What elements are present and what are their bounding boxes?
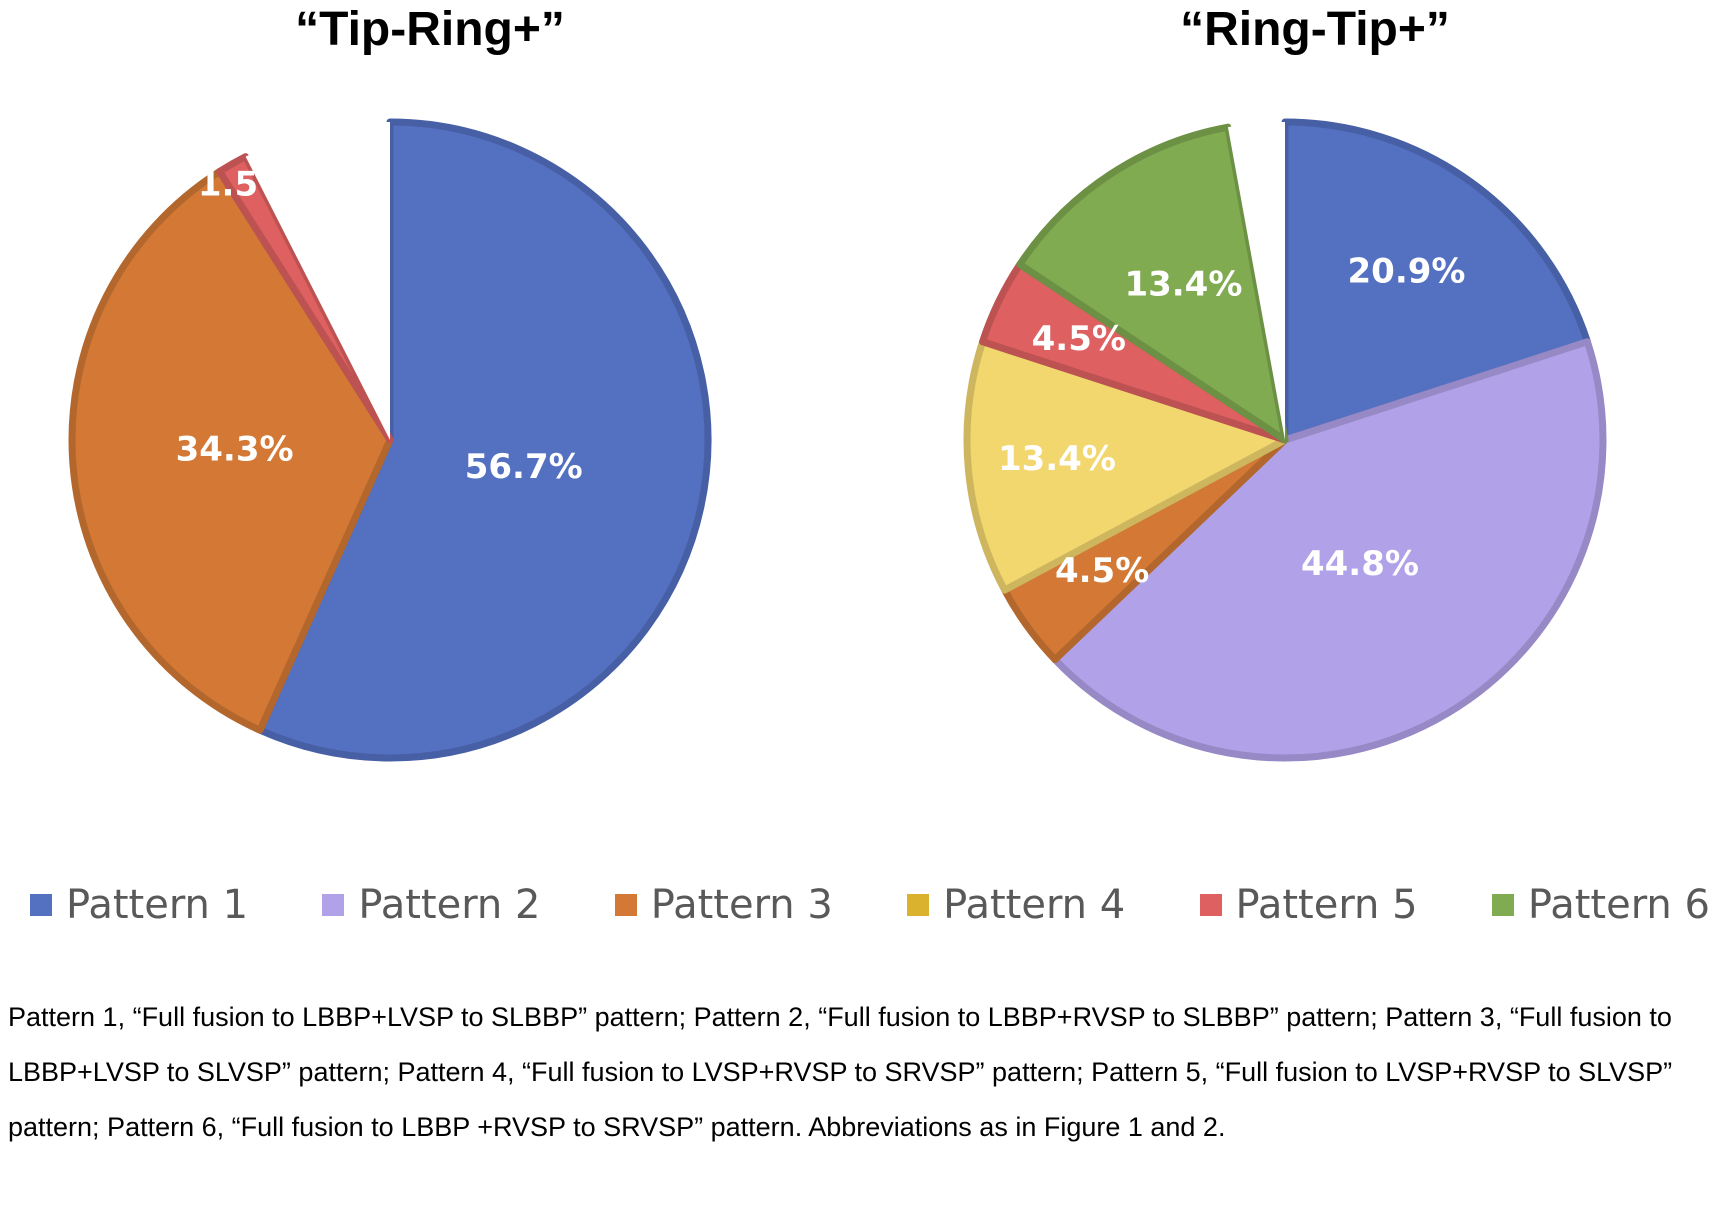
data-label-ring-tip-pattern-3: 4.5% bbox=[1055, 551, 1149, 591]
legend-swatch-pattern-1 bbox=[30, 894, 52, 916]
chart-title-tip-ring: “Tip-Ring+” bbox=[295, 3, 565, 56]
legend-label-pattern-6: Pattern 6 bbox=[1527, 882, 1710, 928]
pie-slice-ring-tip-pattern-1 bbox=[1281, 118, 1591, 444]
legend-swatch-pattern-6 bbox=[1491, 894, 1514, 916]
pie-slice-ring-tip-pattern-4 bbox=[963, 338, 1289, 594]
legend-item-pattern-4: Pattern 4 bbox=[907, 882, 1125, 928]
data-label-ring-tip-pattern-5: 4.5% bbox=[1032, 319, 1126, 359]
legend-label-pattern-3: Pattern 3 bbox=[650, 882, 833, 928]
data-label-ring-tip-pattern-6: 13.4% bbox=[1124, 265, 1242, 305]
legend-label-pattern-4: Pattern 4 bbox=[943, 882, 1126, 928]
data-label-ring-tip-pattern-1: 20.9% bbox=[1348, 251, 1466, 291]
legend-item-pattern-5: Pattern 5 bbox=[1199, 882, 1418, 928]
pie-slice-ring-tip-pattern-6 bbox=[1016, 123, 1289, 444]
data-label-ring-tip-pattern-2: 44.8% bbox=[1301, 544, 1419, 584]
pie-slice-tip-ring-pattern-3 bbox=[68, 168, 394, 734]
pie-slice-tip-ring-pattern-1 bbox=[256, 118, 712, 762]
legend-swatch-pattern-5 bbox=[1199, 894, 1222, 916]
legend-swatch-pattern-2 bbox=[322, 894, 345, 916]
pie-slice-tip-ring-unlabeled bbox=[245, 122, 390, 440]
chart-legend: Pattern 1 Pattern 2 Pattern 3 Pattern 4 … bbox=[30, 870, 1710, 940]
legend-swatch-pattern-4 bbox=[907, 894, 930, 916]
legend-label-pattern-1: Pattern 1 bbox=[66, 882, 249, 928]
data-label-tip-ring-pattern-3: 34.3% bbox=[176, 430, 294, 470]
pie-chart-tip-ring: 56.7% 34.3% 1.5% bbox=[68, 118, 712, 762]
figure-caption: Pattern 1, “Full fusion to LBBP+LVSP to … bbox=[8, 1002, 1673, 1142]
legend-label-pattern-5: Pattern 5 bbox=[1235, 882, 1418, 928]
legend-item-pattern-1: Pattern 1 bbox=[30, 882, 248, 928]
data-label-tip-ring-pattern-1: 56.7% bbox=[465, 447, 583, 487]
legend-swatch-pattern-3 bbox=[614, 894, 637, 916]
legend-label-pattern-2: Pattern 2 bbox=[358, 882, 541, 928]
legend-item-pattern-2: Pattern 2 bbox=[322, 882, 540, 928]
legend-item-pattern-6: Pattern 6 bbox=[1491, 882, 1710, 928]
pie-chart-ring-tip: 20.9% 44.8% 4.5% 13.4% 4.5% 13.4% bbox=[963, 118, 1607, 762]
data-label-ring-tip-pattern-4: 13.4% bbox=[998, 439, 1116, 479]
pie-slice-ring-tip-unlabeled bbox=[1227, 122, 1285, 440]
pie-slice-tip-ring-pattern-5 bbox=[216, 153, 394, 444]
chart-title-ring-tip: “Ring-Tip+” bbox=[1180, 3, 1450, 56]
pie-slice-ring-tip-pattern-2 bbox=[1051, 338, 1607, 762]
legend-item-pattern-3: Pattern 3 bbox=[614, 882, 833, 928]
data-label-tip-ring-pattern-5: 1.5% bbox=[198, 164, 292, 204]
